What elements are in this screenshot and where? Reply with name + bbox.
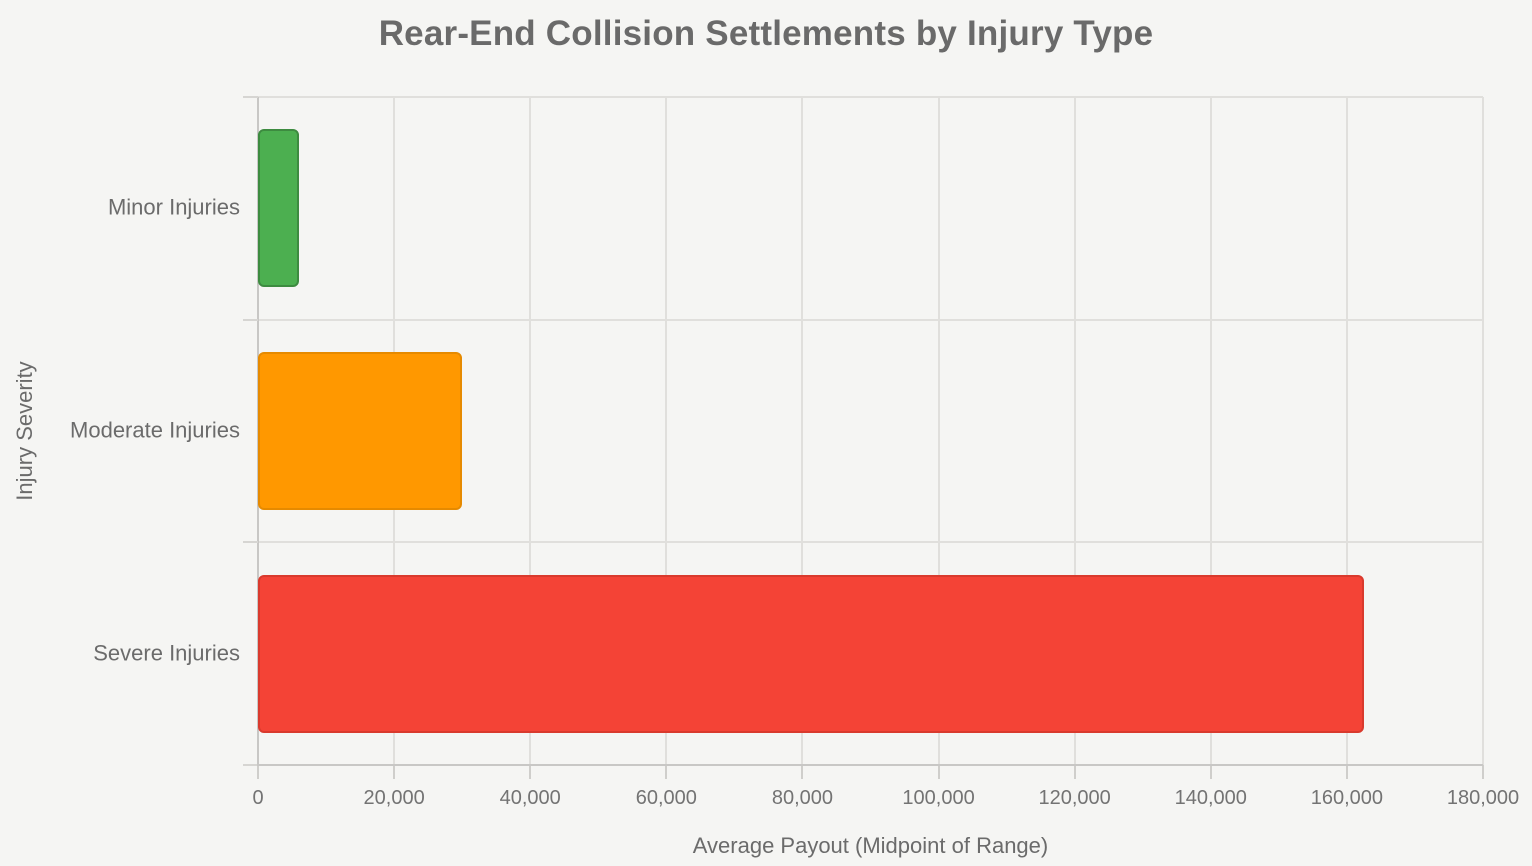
- category-label-severe-injuries: Severe Injuries: [93, 640, 240, 666]
- x-axis-tick: [1209, 765, 1212, 779]
- x-gridline: [665, 97, 668, 765]
- x-tick-label: 120,000: [1038, 787, 1111, 809]
- x-tick-label: 160,000: [1310, 787, 1384, 809]
- x-axis-tick: [665, 765, 668, 779]
- x-axis-line: [257, 764, 1483, 766]
- category-label-moderate-injuries: Moderate Injuries: [70, 417, 240, 443]
- x-axis-tick: [1345, 765, 1348, 779]
- x-axis-title: Average Payout (Midpoint of Range): [692, 833, 1049, 858]
- x-gridline: [1073, 97, 1076, 765]
- x-gridline: [1345, 97, 1348, 765]
- bar-severe-injuries: [258, 574, 1364, 733]
- x-gridline: [801, 97, 804, 765]
- x-gridline: [1482, 97, 1484, 765]
- x-tick-label: 80,000: [771, 787, 834, 809]
- x-tick-label: 180,000: [1446, 787, 1520, 809]
- bar-moderate-injuries: [258, 352, 462, 510]
- plot-top-border: [258, 96, 1483, 98]
- x-axis-tick: [1073, 765, 1076, 779]
- plot-area: [257, 96, 1484, 765]
- y-axis-tick: [243, 541, 258, 544]
- x-axis-tick: [529, 765, 532, 779]
- x-gridline: [937, 97, 940, 765]
- x-tick-label: 60,000: [635, 787, 697, 809]
- y-gridline: [258, 541, 1483, 544]
- bar-minor-injuries: [258, 129, 299, 288]
- x-axis-tick: [393, 765, 396, 779]
- x-axis-tick: [1482, 765, 1484, 779]
- category-label-minor-injuries: Minor Injuries: [107, 194, 240, 220]
- y-axis-title: Injury Severity: [12, 361, 37, 501]
- y-axis-tick: [243, 96, 258, 98]
- y-gridline: [258, 318, 1483, 321]
- x-axis-tick: [801, 765, 804, 779]
- chart-title: Rear-End Collision Settlements by Injury…: [378, 14, 1154, 53]
- y-axis-tick: [243, 318, 258, 321]
- y-axis-tick: [243, 764, 258, 766]
- x-tick-label: 100,000: [902, 787, 975, 809]
- x-tick-label: 20,000: [363, 787, 425, 809]
- x-tick-label: 40,000: [499, 787, 561, 809]
- x-axis-tick: [937, 765, 940, 779]
- x-axis-tick: [257, 765, 259, 779]
- x-gridline: [529, 97, 532, 765]
- x-gridline: [1209, 97, 1212, 765]
- x-tick-label: 0: [252, 787, 264, 809]
- x-tick-label: 140,000: [1174, 787, 1247, 809]
